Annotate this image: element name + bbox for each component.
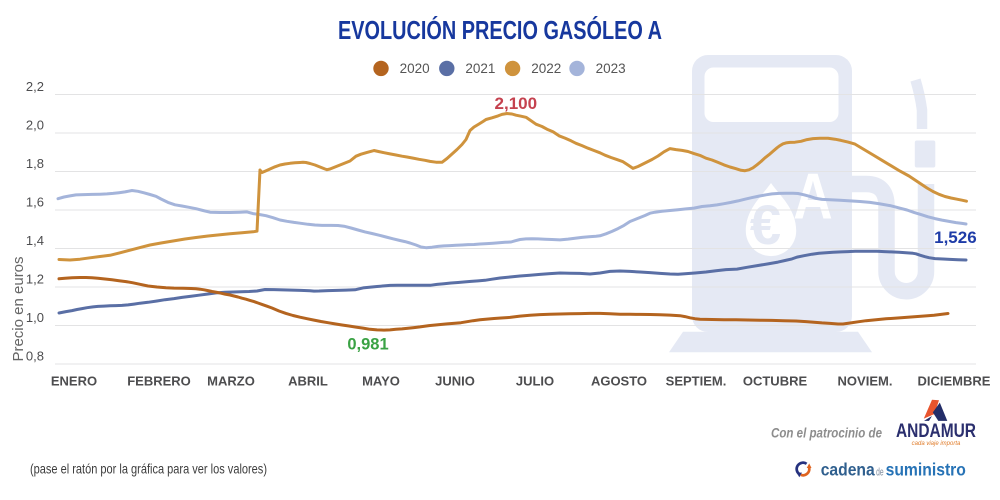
svg-text:Precio en euros: Precio en euros [10, 256, 27, 361]
svg-text:2022: 2022 [531, 61, 561, 76]
svg-text:cadena: cadena [821, 459, 875, 479]
svg-text:2,0: 2,0 [26, 118, 44, 133]
svg-text:1,0: 1,0 [26, 310, 44, 325]
svg-text:AGOSTO: AGOSTO [591, 373, 647, 388]
svg-text:1,8: 1,8 [26, 156, 44, 171]
svg-text:suministro: suministro [886, 459, 966, 479]
svg-text:2,2: 2,2 [26, 79, 44, 94]
svg-text:2,100: 2,100 [495, 94, 538, 113]
svg-text:2020: 2020 [400, 61, 430, 76]
svg-text:JULIO: JULIO [516, 373, 554, 388]
svg-text:JUNIO: JUNIO [435, 373, 475, 388]
svg-text:DICIEMBRE: DICIEMBRE [918, 373, 991, 388]
svg-text:NOVIEM.: NOVIEM. [838, 373, 893, 388]
svg-text:SEPTIEM.: SEPTIEM. [666, 373, 727, 388]
svg-text:1,6: 1,6 [26, 195, 44, 210]
svg-text:OCTUBRE: OCTUBRE [743, 373, 808, 388]
svg-text:€: € [750, 193, 781, 256]
svg-text:de: de [876, 466, 884, 478]
svg-text:1,2: 1,2 [26, 272, 44, 287]
svg-text:2023: 2023 [596, 61, 626, 76]
svg-text:MAYO: MAYO [362, 373, 400, 388]
svg-text:ABRIL: ABRIL [288, 373, 328, 388]
svg-text:EVOLUCIÓN PRECIO GASÓLEO A: EVOLUCIÓN PRECIO GASÓLEO A [338, 15, 662, 45]
svg-text:ENERO: ENERO [51, 373, 97, 388]
svg-text:MARZO: MARZO [207, 373, 255, 388]
svg-text:1,4: 1,4 [26, 233, 44, 248]
svg-text:cada viaje importa: cada viaje importa [912, 441, 961, 447]
svg-text:2021: 2021 [465, 61, 495, 76]
svg-text:Con el patrocinio de: Con el patrocinio de [771, 426, 882, 441]
svg-text:1,526: 1,526 [934, 228, 977, 247]
svg-text:ANDAMUR: ANDAMUR [896, 420, 976, 442]
svg-text:0,8: 0,8 [26, 349, 44, 364]
svg-text:0,981: 0,981 [347, 336, 388, 354]
svg-text:(pase el ratón por la gráfica: (pase el ratón por la gráfica para ver l… [30, 461, 267, 477]
svg-text:FEBRERO: FEBRERO [127, 373, 191, 388]
